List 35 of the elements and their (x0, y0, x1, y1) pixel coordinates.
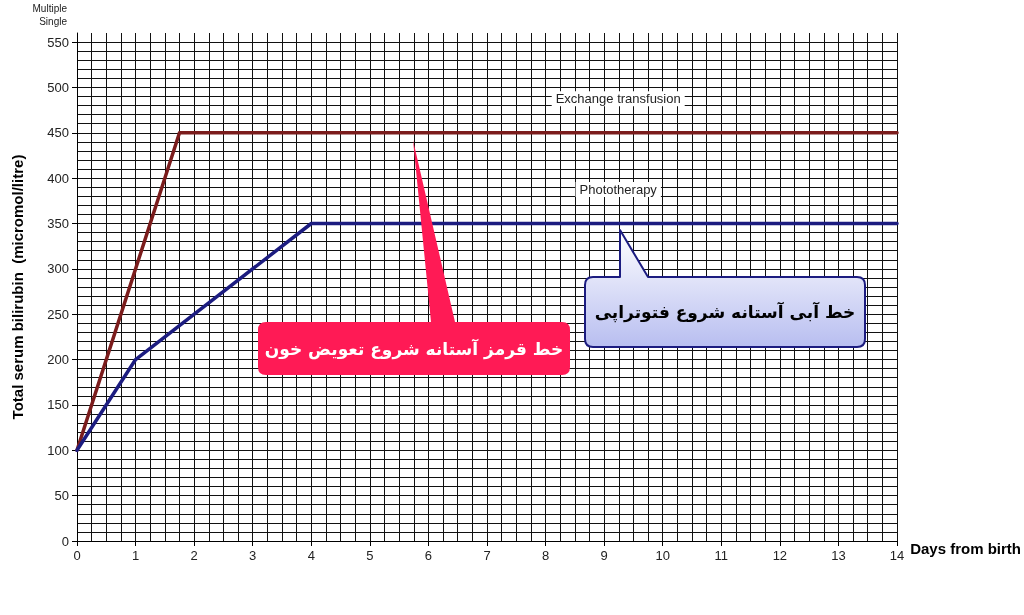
y-tick-label: 550 (47, 34, 69, 50)
y-tick-label: 0 (61, 533, 69, 549)
x-tick-label: 5 (366, 548, 374, 563)
x-tick-label: 4 (307, 548, 315, 563)
x-tick-label: 2 (190, 548, 198, 563)
x-tick-label: 7 (483, 548, 491, 563)
x-axis-title: Days from birth (910, 540, 1021, 557)
text: Phototherapy (579, 182, 658, 197)
x-tick-label: 9 (600, 548, 608, 563)
x-tick-label: 1 (131, 548, 140, 563)
y-tick-label: 300 (47, 261, 69, 277)
y-tick-label: 450 (47, 125, 69, 141)
x-tick-label: 8 (541, 548, 550, 563)
x-tick-label: 3 (249, 548, 257, 563)
y-tick-label: 350 (47, 216, 69, 231)
y-tick-label: 500 (47, 79, 69, 95)
y-tick-label: 150 (47, 397, 69, 413)
y-tick-label: 250 (47, 306, 69, 322)
x-tick-label: 13 (831, 548, 846, 563)
y-tick-label: 50 (54, 488, 69, 504)
x-tick-label: 6 (424, 548, 433, 563)
annotation: خط آبی آستانه شروع فتوتراپی (593, 301, 857, 325)
x-tick-label: 0 (73, 548, 81, 563)
y-tick-label: 100 (47, 442, 69, 458)
text: Single (39, 15, 68, 27)
text: Multiple (32, 2, 68, 14)
annotation: خط قرمز آستانه شروع تعویض خون (263, 337, 565, 362)
y-tick-label: 200 (47, 352, 69, 368)
x-tick-label: 11 (714, 548, 729, 563)
x-tick-label: 10 (655, 548, 670, 563)
y-tick-label: 400 (47, 170, 69, 186)
y-axis-title: Total serum bilirubin (micromol/litre) (9, 154, 26, 420)
x-tick-label: 14 (889, 548, 905, 563)
x-tick-label: 12 (772, 548, 788, 563)
text: Exchange transfusion (555, 91, 681, 107)
